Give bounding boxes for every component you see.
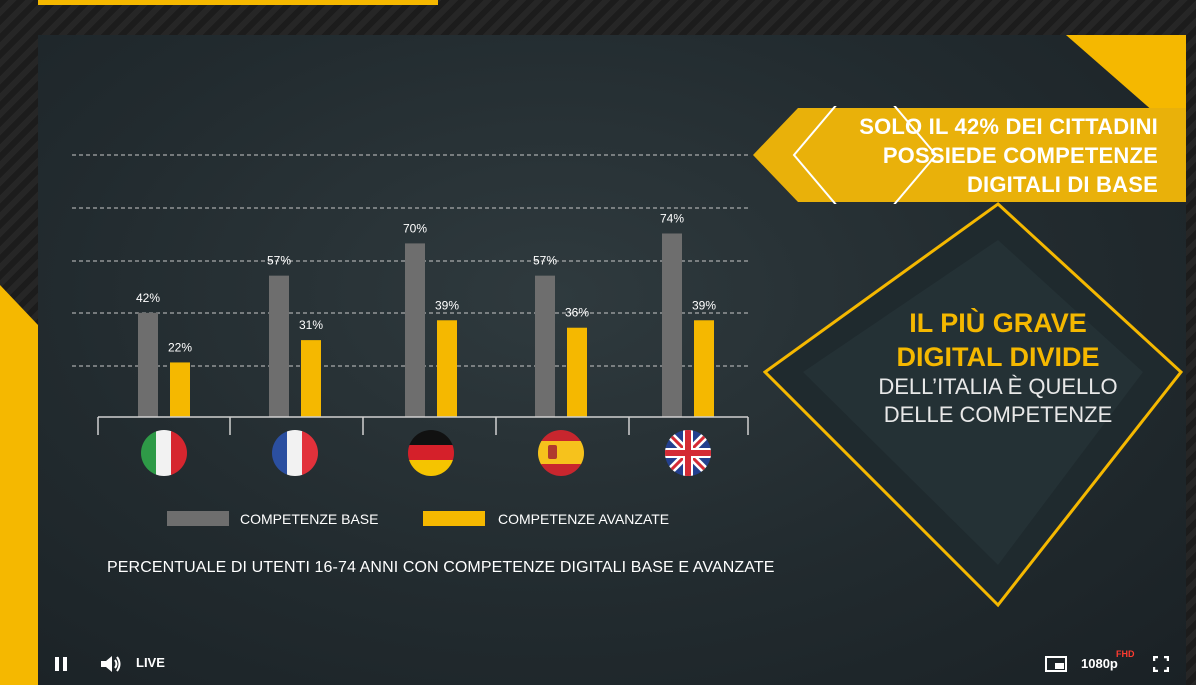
video-player[interactable]: 42% 57% 70% 57% 74% 22% 31% 39% 36% 39% — [38, 35, 1186, 685]
bar-label-base-2: 70% — [403, 221, 427, 235]
legend-label-base: COMPETENZE BASE — [240, 511, 379, 527]
pip-icon[interactable] — [1045, 656, 1067, 672]
spain-flag-icon — [538, 430, 584, 476]
legend-label-advanced: COMPETENZE AVANZATE — [498, 511, 670, 527]
bar-label-advanced-0: 22% — [168, 340, 192, 354]
bar-label-base-1: 57% — [267, 254, 291, 268]
left-accent-shape — [0, 285, 38, 685]
quality-label[interactable]: 1080p — [1081, 656, 1118, 671]
diamond-title: IL PIÙ GRAVE DIGITAL DIVIDE — [828, 306, 1168, 374]
bar-base-0 — [138, 312, 158, 417]
bar-advanced-2 — [437, 320, 457, 417]
bar-label-advanced-1: 31% — [299, 318, 323, 332]
volume-icon[interactable] — [101, 655, 123, 673]
bar-label-base-4: 74% — [660, 211, 684, 225]
bar-label-advanced-4: 39% — [692, 298, 716, 312]
bar-base-1 — [269, 275, 289, 417]
diamond-subtitle-line-2: DELLE COMPETENZE — [883, 402, 1113, 427]
top-accent-bar — [38, 0, 438, 5]
headline-line-3: DIGITALI DI BASE — [966, 172, 1158, 197]
legend-swatch-base — [167, 511, 229, 526]
bar-label-advanced-2: 39% — [435, 298, 459, 312]
diamond-title-line-2: DIGITAL DIVIDE — [896, 342, 1100, 372]
fhd-badge: FHD — [1116, 649, 1135, 659]
italy-flag-icon — [141, 430, 187, 476]
diamond-subtitle: DELL’ITALIA È QUELLO DELLE COMPETENZE — [828, 373, 1168, 429]
diamond-subtitle-line-1: DELL’ITALIA È QUELLO — [878, 374, 1118, 399]
x-axis — [97, 416, 749, 435]
chart-caption: PERCENTUALE DI UTENTI 16-74 ANNI CON COM… — [107, 559, 775, 576]
player-controls: LIVE 1080p FHD — [38, 643, 1186, 685]
germany-flag-icon — [408, 430, 454, 476]
headline-line-2: POSSIEDE COMPETENZE — [882, 143, 1158, 168]
pause-icon[interactable] — [54, 657, 68, 671]
bar-label-base-3: 57% — [533, 254, 557, 268]
headline-text: SOLO IL 42% DEI CITTADINI POSSIEDE COMPE… — [798, 112, 1158, 199]
bar-base-2 — [405, 243, 425, 417]
diamond-panel — [763, 202, 1184, 608]
bar-advanced-4 — [694, 320, 714, 417]
legend-swatch-advanced — [423, 511, 485, 526]
bar-label-advanced-3: 36% — [565, 306, 589, 320]
headline-line-1: SOLO IL 42% DEI CITTADINI — [859, 114, 1158, 139]
bar-advanced-0 — [170, 362, 190, 417]
bar-advanced-1 — [301, 340, 321, 417]
uk-flag-icon — [665, 430, 711, 476]
bar-base-3 — [535, 275, 555, 417]
live-label[interactable]: LIVE — [136, 655, 165, 670]
bar-advanced-3 — [567, 327, 587, 417]
bar-chart: 42% 57% 70% 57% 74% 22% 31% 39% 36% 39% — [72, 154, 749, 476]
fullscreen-icon[interactable] — [1153, 656, 1169, 672]
bar-base-4 — [662, 233, 682, 417]
france-flag-icon — [272, 430, 318, 476]
diamond-title-line-1: IL PIÙ GRAVE — [909, 308, 1087, 338]
bar-label-base-0: 42% — [136, 291, 160, 305]
headline-banner — [753, 106, 1186, 204]
